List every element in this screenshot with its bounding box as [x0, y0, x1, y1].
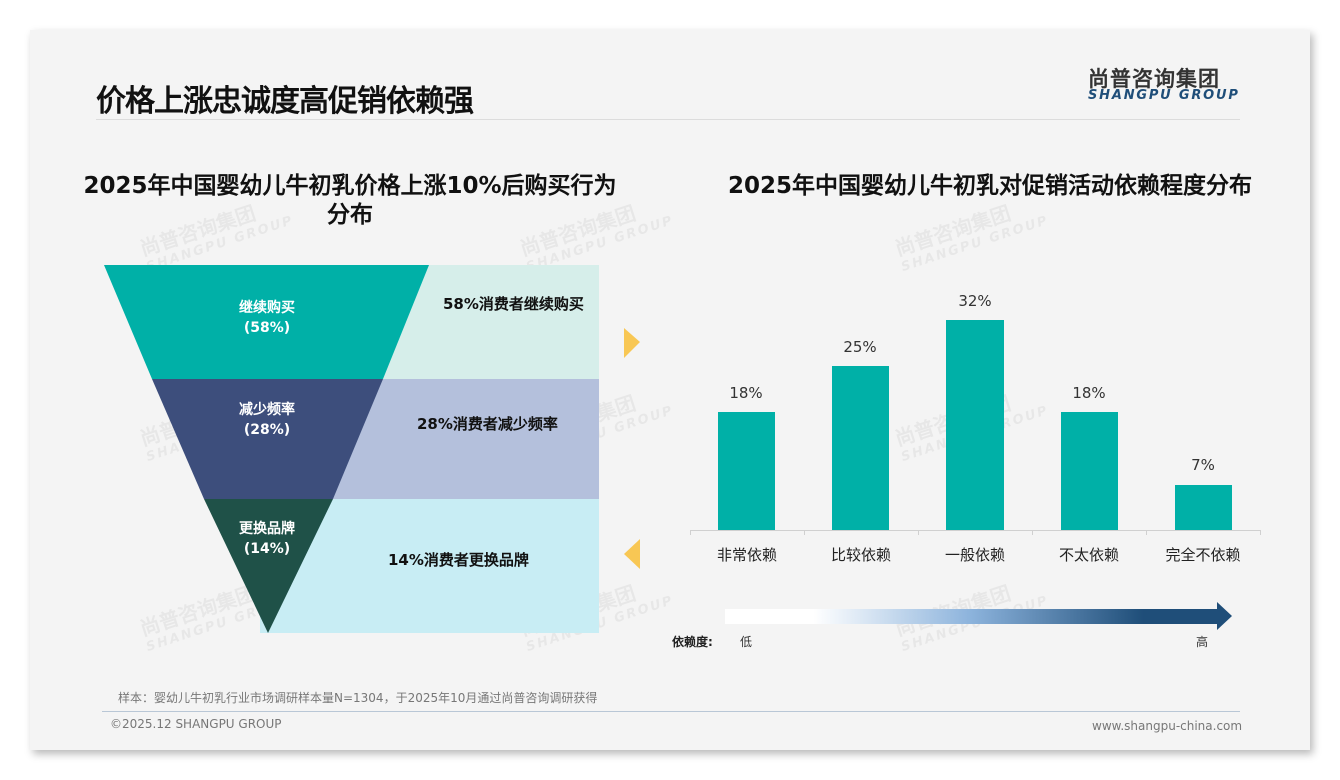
bar-value: 7% [1191, 456, 1215, 474]
sample-note: 样本：婴幼儿牛初乳行业市场调研样本量N=1304，于2025年10月通过尚普咨询… [118, 691, 598, 705]
x-axis [690, 530, 1260, 531]
slide: 尚普咨询集团 SHANGPU GROUP 尚普咨询集团 SHANGPU GROUP … [30, 30, 1310, 750]
page-title: 价格上涨忠诚度高促销依赖强 [96, 84, 474, 119]
bar-fairly-dependent [832, 366, 889, 530]
copyright: ©2025.12 SHANGPU GROUP [110, 717, 282, 731]
funnel-desc-continue: 58%消费者继续购买 [443, 295, 584, 313]
scale-label: 依赖度: [672, 635, 713, 649]
funnel-segment-continue [104, 265, 429, 379]
axis-tick [804, 530, 805, 535]
bar-value: 18% [729, 384, 763, 402]
axis-tick [1146, 530, 1147, 535]
bar-chart-title: 2025年中国婴幼儿牛初乳对促销活动依赖程度分布 [727, 173, 1252, 199]
bar-value: 32% [958, 292, 992, 310]
bar-average-dependent [946, 320, 1004, 530]
funnel-chart [104, 265, 640, 633]
logo-en: SHANGPU GROUP [1088, 88, 1240, 103]
bar-category: 比较依赖 [830, 546, 891, 564]
axis-tick [1032, 530, 1033, 535]
funnel-label-switch: 更换品牌 (14%) [239, 521, 295, 557]
bar-category: 不太依赖 [1058, 546, 1119, 564]
bar-category: 非常依赖 [716, 546, 777, 564]
funnel-label-reduce: 减少频率 (28%) [239, 402, 295, 438]
funnel-label-continue: 继续购买 (58%) [239, 300, 295, 336]
axis-tick [1260, 530, 1261, 535]
website-link[interactable]: www.shangpu-china.com [1092, 719, 1243, 733]
axis-tick [690, 530, 691, 535]
footer-divider [102, 711, 1240, 712]
dependency-scale-arrow [725, 602, 1232, 630]
bar-value: 18% [1072, 384, 1106, 402]
funnel-desc-switch: 14%消费者更换品牌 [388, 551, 529, 569]
bar-very-dependent [718, 412, 775, 530]
bar-category: 完全不依赖 [1165, 546, 1241, 564]
bar-value: 25% [843, 338, 877, 356]
axis-tick [918, 530, 919, 535]
bar-slightly-dependent [1061, 412, 1118, 530]
title-divider [96, 119, 1240, 120]
scale-high-label: 高 [1196, 635, 1209, 649]
funnel-segment-switch [204, 499, 333, 633]
funnel-desc-reduce: 28%消费者减少频率 [417, 415, 558, 433]
logo-cn: 尚普咨询集团 [1088, 67, 1220, 91]
funnel-chart-title: 2025年中国婴幼儿牛初乳价格上涨10%后购买行为 分布 [83, 173, 617, 228]
funnel-segment-reduce [152, 379, 383, 499]
arrow-left-icon [624, 539, 640, 569]
bar-category: 一般依赖 [944, 546, 1005, 564]
scale-low-label: 低 [740, 635, 753, 649]
bar-not-dependent [1175, 485, 1232, 530]
arrow-right-icon [624, 328, 640, 358]
